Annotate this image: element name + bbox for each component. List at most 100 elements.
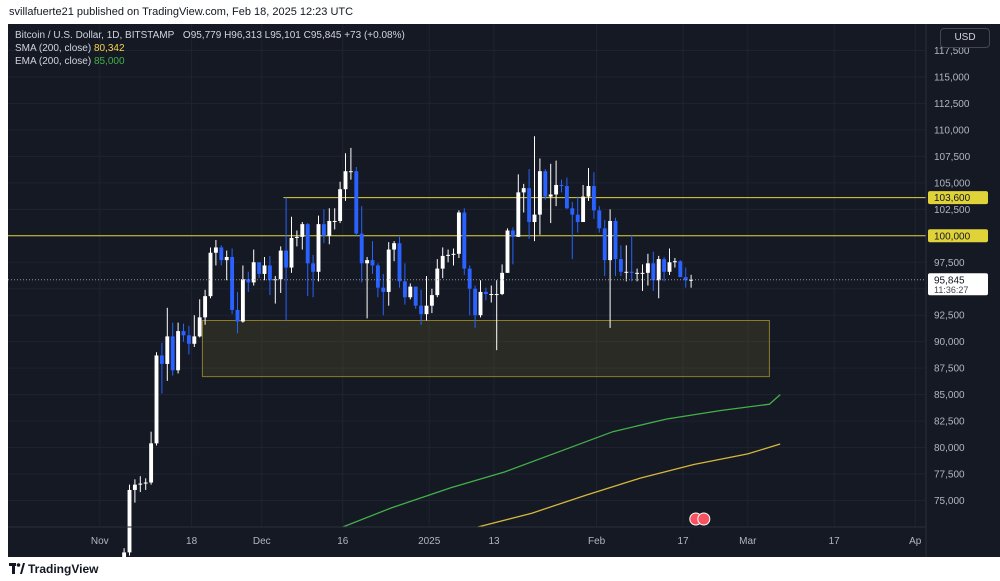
candle-body bbox=[575, 214, 580, 223]
price-tag-103600-bg bbox=[928, 191, 988, 205]
candle-body bbox=[435, 268, 440, 296]
candle-body bbox=[230, 256, 235, 310]
legend-open: 95,779 bbox=[190, 30, 222, 41]
legend-sma-row[interactable]: SMA (200, close) 80,342 bbox=[15, 42, 405, 55]
y-tick-label: 110,000 bbox=[934, 125, 970, 136]
publish-line: svillafuerte21 published on TradingView.… bbox=[9, 6, 354, 18]
candle-body bbox=[159, 355, 164, 364]
candle-body bbox=[262, 265, 267, 274]
candle-body bbox=[645, 263, 650, 273]
candle-body bbox=[127, 489, 132, 553]
y-tick-label: 80,000 bbox=[934, 443, 965, 454]
legend-low-label: L bbox=[264, 30, 271, 41]
candle-body bbox=[505, 230, 510, 273]
price-tag-103600: 103,600 bbox=[934, 193, 971, 204]
candle-body bbox=[446, 254, 451, 256]
candle-body bbox=[667, 262, 672, 272]
price-tag-100000-bg bbox=[928, 229, 988, 243]
y-tick-label: 87,500 bbox=[934, 364, 965, 375]
candle-body bbox=[370, 260, 375, 266]
support-zone bbox=[201, 320, 770, 378]
legend-ema-row[interactable]: EMA (200, close) 85,000 bbox=[15, 55, 405, 68]
candle-body bbox=[656, 259, 661, 281]
candle-body bbox=[456, 212, 461, 254]
x-tick-label: Dec bbox=[253, 536, 271, 547]
candle-body bbox=[510, 230, 515, 237]
x-tick-label: 16 bbox=[337, 536, 349, 547]
x-tick-label: 2025 bbox=[418, 536, 441, 547]
legend-high-label: H bbox=[224, 30, 232, 41]
candle-body bbox=[689, 279, 694, 281]
candle-body bbox=[122, 552, 127, 557]
candle-body bbox=[451, 253, 456, 255]
candle-body bbox=[473, 288, 478, 316]
candle-body bbox=[294, 236, 299, 238]
y-tick-label: 102,500 bbox=[934, 205, 971, 216]
candle-body bbox=[181, 331, 186, 336]
candle-body bbox=[240, 279, 245, 322]
y-tick-label: 107,500 bbox=[934, 152, 971, 163]
y-tick-label: 77,500 bbox=[934, 470, 965, 481]
sma-line bbox=[477, 443, 781, 528]
candle-body bbox=[402, 281, 407, 298]
candle-body bbox=[440, 255, 445, 269]
candle-body bbox=[581, 196, 586, 223]
candle-body bbox=[197, 317, 202, 337]
candle-body bbox=[251, 262, 256, 283]
candle-body bbox=[203, 296, 208, 318]
candle-body bbox=[408, 286, 413, 298]
candle-body bbox=[424, 305, 429, 315]
bar-countdown: 11:36:27 bbox=[934, 285, 968, 295]
candle-body bbox=[267, 265, 272, 281]
legend-ema-label: EMA (200, close) bbox=[15, 56, 92, 67]
candle-body bbox=[284, 250, 289, 268]
candle-body bbox=[332, 220, 337, 222]
price-tag-100000: 100,000 bbox=[934, 231, 971, 242]
candle-body bbox=[429, 295, 434, 306]
candle-body bbox=[386, 249, 391, 292]
y-tick-label: 75,000 bbox=[934, 496, 965, 507]
candle-body bbox=[537, 171, 542, 215]
legend-change: +73 (+0.08%) bbox=[344, 30, 405, 41]
y-tick-label: 82,500 bbox=[934, 417, 965, 428]
x-tick-label: 13 bbox=[488, 536, 500, 547]
legend-sma-label: SMA (200, close) bbox=[15, 43, 92, 54]
candle-body bbox=[311, 263, 316, 272]
price-chart[interactable]: 117,500 115,000 112,500 110,000 107,500 105,0… bbox=[8, 24, 1000, 557]
candle-body bbox=[343, 171, 348, 190]
candle-body bbox=[651, 263, 656, 281]
candle-body bbox=[165, 336, 170, 364]
candle-body bbox=[246, 279, 251, 283]
legend-sma-value: 80,342 bbox=[93, 43, 125, 54]
candle-body bbox=[132, 484, 137, 490]
legend-high: 96,313 bbox=[231, 30, 262, 41]
candle-body bbox=[219, 247, 224, 261]
candle-body bbox=[613, 220, 618, 260]
candle-body bbox=[500, 272, 505, 295]
candle-body bbox=[149, 443, 154, 483]
legend-symbol: Bitcoin / U.S. Dollar, 1D, BITSTAMP bbox=[15, 30, 175, 41]
candle-body bbox=[672, 261, 677, 263]
candle-body bbox=[467, 268, 472, 289]
chart-frame[interactable]: 117,500 115,000 112,500 110,000 107,500 105,0… bbox=[8, 24, 1000, 557]
candle-body bbox=[624, 271, 629, 273]
legend-close: 95,845 bbox=[310, 30, 342, 41]
y-tick-label: 115,000 bbox=[934, 72, 970, 83]
y-tick-label: 92,500 bbox=[934, 311, 965, 322]
candle-body bbox=[478, 291, 483, 316]
candle-body bbox=[192, 336, 197, 344]
legend-ema-value: 85,000 bbox=[93, 56, 125, 67]
candle-body bbox=[548, 194, 553, 197]
candle-body bbox=[413, 286, 418, 306]
publish-header: svillafuerte21 published on TradingView.… bbox=[0, 0, 1000, 24]
candle-body bbox=[489, 294, 494, 296]
candle-body bbox=[257, 262, 262, 274]
candle-body bbox=[348, 171, 353, 173]
candle-body bbox=[375, 265, 380, 288]
candle-body bbox=[554, 184, 559, 195]
candle-body bbox=[305, 224, 310, 264]
currency-button[interactable]: USD bbox=[940, 28, 990, 48]
candle-body bbox=[176, 331, 181, 371]
candle-body bbox=[143, 482, 148, 484]
x-tick-label: Ap bbox=[909, 536, 922, 547]
